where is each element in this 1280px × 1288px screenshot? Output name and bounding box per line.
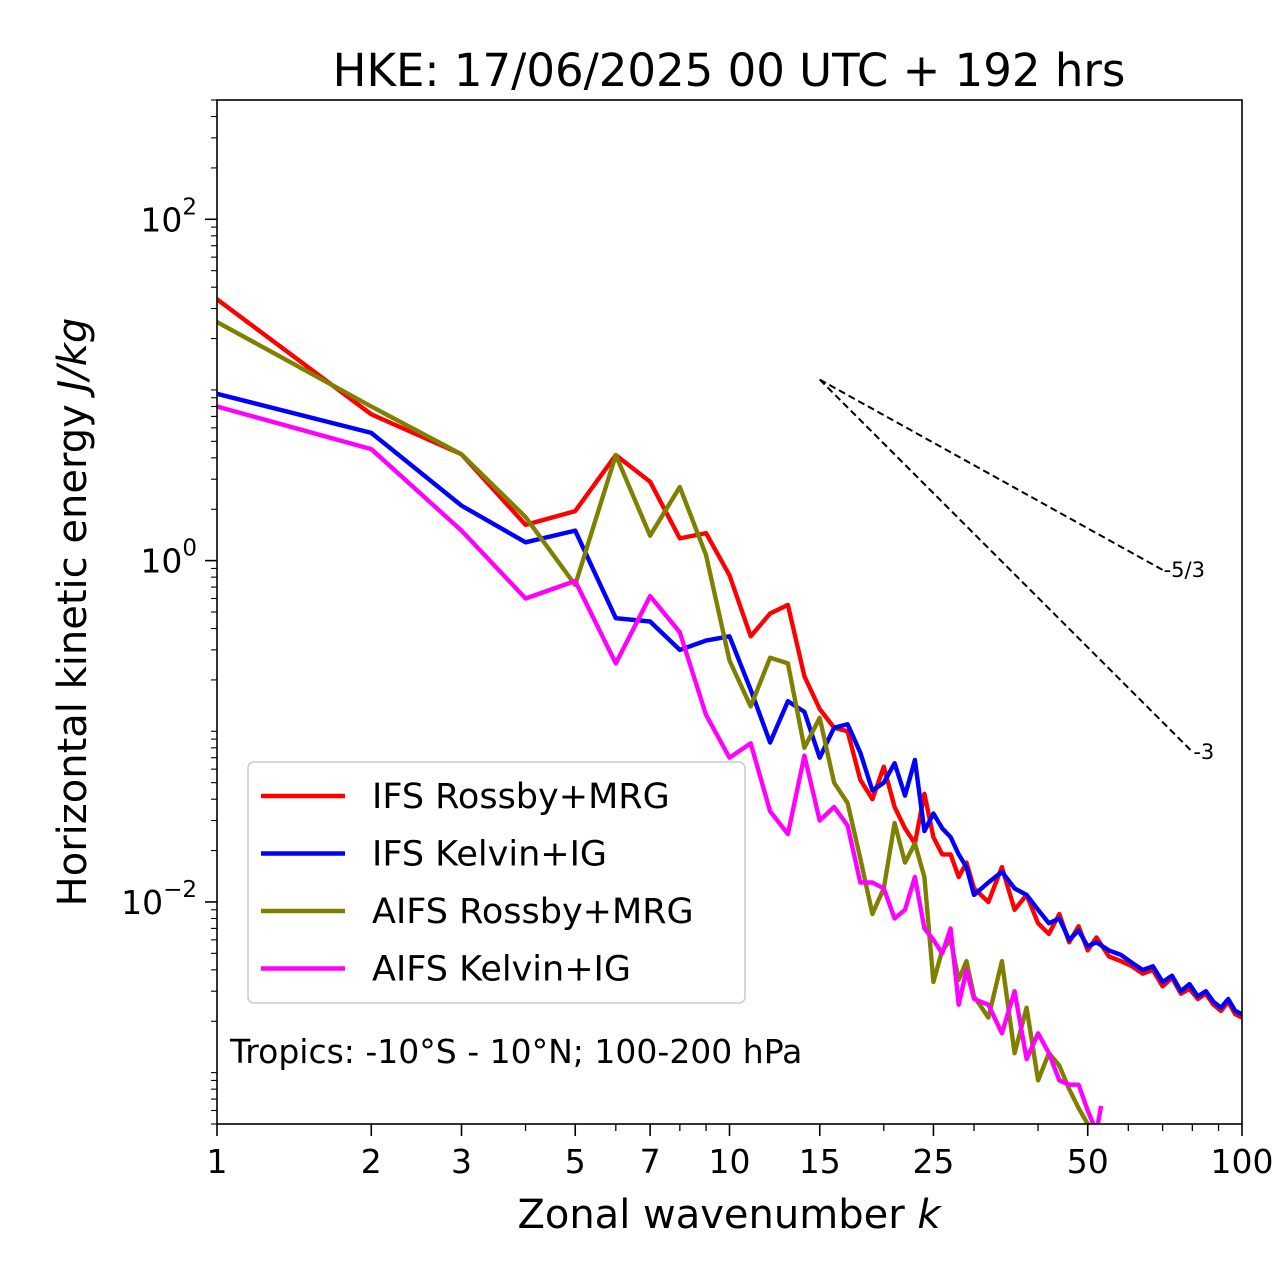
y-axis-label-text: Horizontal kinetic energy <box>50 404 96 906</box>
region-annotation: Tropics: -10°S - 10°N; 100-200 hPa <box>229 1032 802 1071</box>
x-axis-label-variable: k <box>917 1192 942 1238</box>
x-tick-label: 1 <box>207 1142 228 1181</box>
x-tick-label: 10 <box>709 1142 751 1181</box>
x-tick-label: 3 <box>451 1142 472 1181</box>
x-tick-label: 2 <box>361 1142 382 1181</box>
x-tick-label: 7 <box>640 1142 661 1181</box>
y-axis: 102 100 10−2 <box>121 99 217 1125</box>
series-line-2 <box>217 391 1242 1017</box>
x-tick-label: 25 <box>912 1142 954 1181</box>
series-line-4 <box>217 404 1104 1124</box>
reference-slopes: -5/3 -3 <box>819 378 1214 764</box>
series-line-1 <box>217 296 1242 1021</box>
reference-slope-label: -3 <box>1193 740 1214 764</box>
legend-entry-label: AIFS Kelvin+IG <box>372 950 631 990</box>
x-axis-label-text: Zonal wavenumber <box>517 1192 905 1238</box>
y-tick-label: 10−2 <box>121 877 197 922</box>
legend-entry-label: IFS Kelvin+IG <box>372 835 607 875</box>
x-tick-label: 15 <box>799 1142 841 1181</box>
legend-entry-label: AIFS Rossby+MRG <box>372 892 694 932</box>
legend-entry-label: IFS Rossby+MRG <box>372 777 670 817</box>
x-axis: 1 2 3 5 7 10 15 25 50 100 <box>207 1124 1274 1181</box>
y-axis-label-unit: J/kg <box>50 318 96 399</box>
legend: IFS Rossby+MRG IFS Kelvin+IG AIFS Rossby+M… <box>247 761 746 1004</box>
y-tick-label: 100 <box>140 536 197 581</box>
data-series <box>217 296 1242 1124</box>
chart-title: HKE: 17/06/2025 00 UTC + 192 hrs <box>333 44 1126 97</box>
x-tick-label: 5 <box>565 1142 586 1181</box>
reference-slope-label: -5/3 <box>1164 558 1205 582</box>
x-tick-label: 100 <box>1211 1142 1274 1181</box>
x-axis-label: Zonal wavenumber k <box>517 1192 942 1238</box>
legend-box <box>247 761 746 1004</box>
x-tick-label: 50 <box>1067 1142 1109 1181</box>
y-tick-label: 102 <box>140 194 197 239</box>
y-axis-label: Horizontal kinetic energy J/kg <box>50 318 96 907</box>
